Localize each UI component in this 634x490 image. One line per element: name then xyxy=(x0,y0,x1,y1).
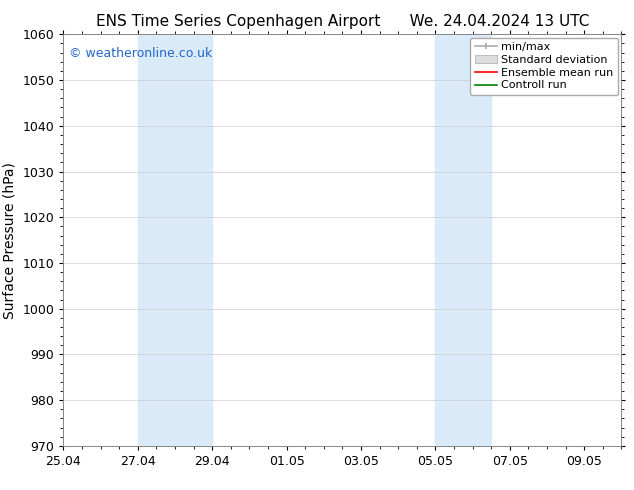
Text: © weatheronline.co.uk: © weatheronline.co.uk xyxy=(69,47,212,60)
Bar xyxy=(436,34,491,446)
Title: ENS Time Series Copenhagen Airport      We. 24.04.2024 13 UTC: ENS Time Series Copenhagen Airport We. 2… xyxy=(96,14,589,29)
Legend: min/max, Standard deviation, Ensemble mean run, Controll run: min/max, Standard deviation, Ensemble me… xyxy=(470,38,618,95)
Y-axis label: Surface Pressure (hPa): Surface Pressure (hPa) xyxy=(3,162,17,318)
Bar xyxy=(138,34,212,446)
